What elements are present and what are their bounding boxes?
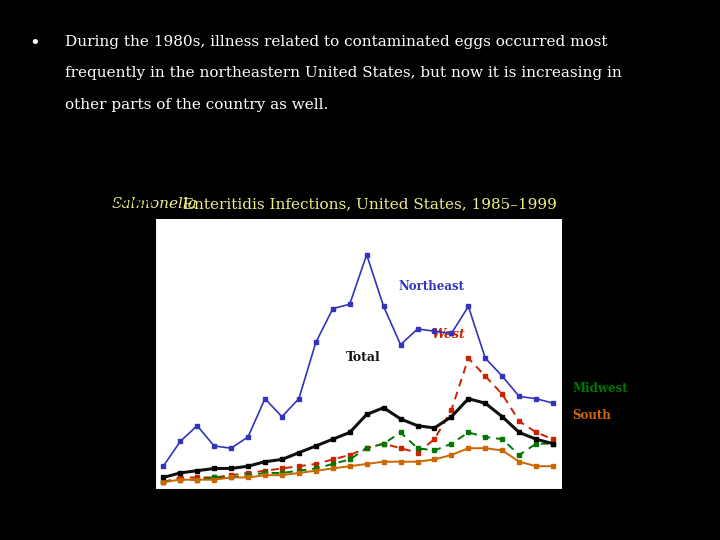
Text: 100,000: 100,000 [108,199,155,208]
Text: other parts of the country as well.: other parts of the country as well. [65,98,328,112]
Text: •: • [29,35,40,53]
Text: frequently in the northeastern United States, but now it is increasing in: frequently in the northeastern United St… [65,66,621,80]
Text: West: West [431,328,465,341]
Text: Northeast: Northeast [399,280,465,293]
Text: Total: Total [346,351,381,364]
Text: During the 1980s, illness related to contaminated eggs occurred most: During the 1980s, illness related to con… [65,35,607,49]
Text: Midwest: Midwest [572,382,628,395]
X-axis label: Year: Year [344,512,372,525]
Text: South: South [572,409,611,422]
Text: Rate per: Rate per [108,178,153,187]
Text: Enteritidis Infections, United States, 1985–1999: Enteritidis Infections, United States, 1… [178,197,557,211]
Text: Salmonella: Salmonella [112,197,197,211]
